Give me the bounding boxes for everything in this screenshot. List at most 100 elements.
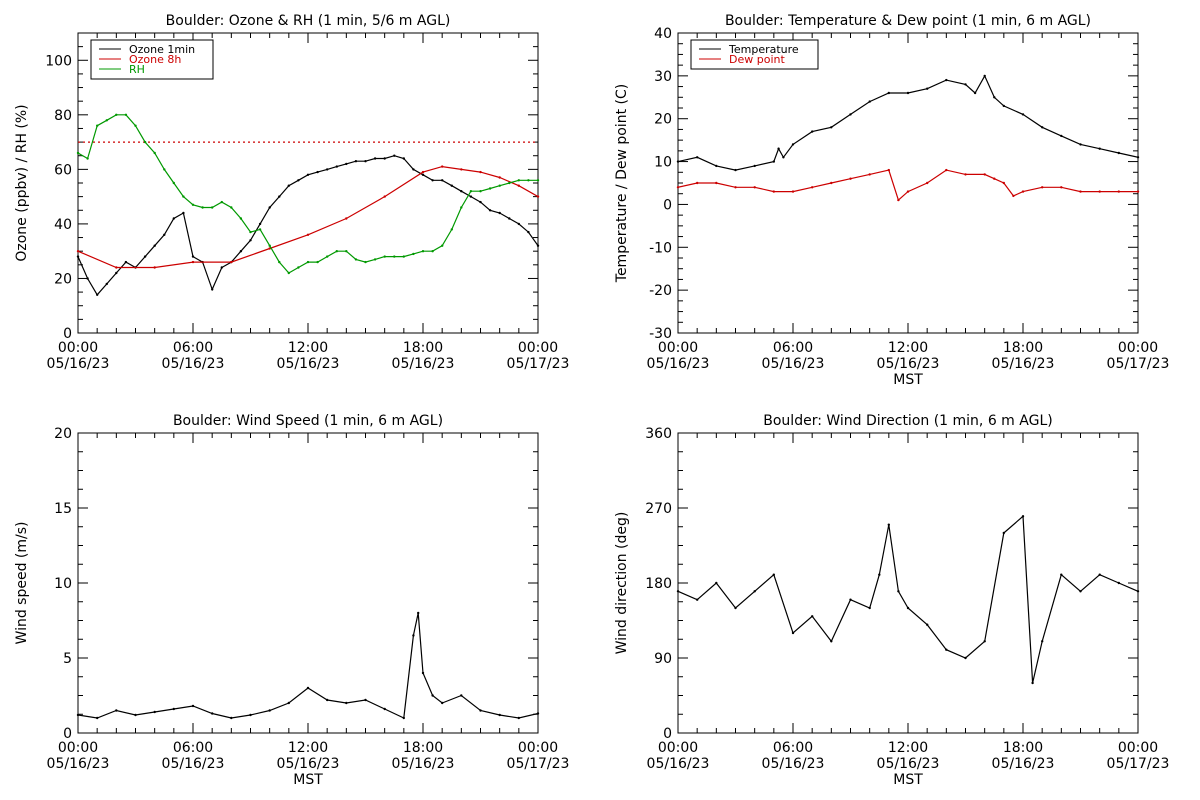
x-tick-label-time: 00:00 — [658, 740, 698, 756]
data-point — [153, 244, 156, 247]
y-tick-label: -20 — [649, 283, 672, 299]
data-point — [450, 184, 453, 187]
data-point — [249, 230, 252, 234]
data-point — [76, 255, 80, 258]
x-tick-label-time: 00:00 — [1118, 340, 1158, 356]
data-point — [696, 598, 699, 601]
series-line-ozone-8h — [78, 165, 538, 269]
x-tick-label-date: 05/17/23 — [507, 356, 570, 372]
data-point — [983, 173, 986, 176]
data-point — [517, 184, 520, 187]
y-axis-label: Temperature / Dew point (C) — [614, 84, 630, 283]
legend-label: Temperature — [728, 43, 799, 56]
data-point — [191, 704, 195, 708]
data-point — [830, 640, 833, 643]
data-point — [441, 165, 444, 168]
data-point — [772, 190, 775, 193]
series-line-dew-point — [678, 169, 1138, 202]
data-point — [791, 190, 795, 193]
data-point — [230, 716, 233, 720]
data-point — [772, 573, 775, 576]
data-point — [86, 277, 89, 280]
data-point — [460, 694, 463, 697]
data-point — [993, 177, 996, 180]
data-point — [201, 206, 204, 209]
plot-frame — [677, 32, 1139, 334]
x-tick-label-date: 05/16/23 — [877, 356, 940, 372]
data-point — [115, 709, 118, 712]
data-point — [383, 255, 386, 258]
data-point — [211, 206, 214, 209]
data-point — [220, 266, 223, 269]
data-point — [96, 716, 99, 720]
y-tick-label: 10 — [54, 576, 72, 592]
x-tick-label-date: 05/16/23 — [47, 756, 110, 772]
data-point — [345, 217, 348, 220]
data-point — [527, 230, 530, 234]
data-point — [753, 590, 756, 593]
y-tick-label: 0 — [663, 197, 672, 213]
data-point — [153, 266, 156, 269]
data-point — [830, 126, 833, 129]
x-tick-label-date: 05/16/23 — [647, 756, 710, 772]
legend-box — [690, 39, 819, 70]
x-tick-label-time: 18:00 — [403, 340, 443, 356]
data-point — [1002, 104, 1005, 108]
data-point — [364, 260, 367, 264]
data-point — [115, 113, 118, 117]
data-point — [431, 694, 434, 697]
x-axis-label: MST — [293, 772, 323, 788]
data-point — [115, 271, 118, 275]
data-point — [239, 250, 243, 253]
data-point — [993, 96, 996, 99]
data-point — [811, 186, 814, 189]
x-tick-label-time: 12:00 — [288, 740, 328, 756]
data-point — [412, 168, 415, 171]
x-tick-label-date: 05/16/23 — [392, 356, 455, 372]
data-point — [86, 157, 89, 160]
data-point — [488, 209, 492, 212]
series-line-temperature — [678, 74, 1138, 171]
x-tick-label-time: 18:00 — [1003, 340, 1043, 356]
data-point — [906, 190, 910, 193]
data-point — [945, 168, 948, 172]
data-point — [364, 160, 367, 163]
data-point — [287, 271, 290, 275]
x-tick-label-date: 05/16/23 — [162, 756, 225, 772]
x-tick-label-date: 05/16/23 — [762, 356, 825, 372]
x-tick-label-date: 05/17/23 — [1107, 356, 1170, 372]
data-point — [297, 179, 300, 182]
data-point — [945, 648, 948, 651]
data-point — [172, 181, 175, 185]
legend-label: Ozone 8h — [129, 53, 181, 66]
data-point — [383, 707, 386, 711]
data-point — [306, 173, 310, 176]
data-point — [772, 160, 775, 163]
chart-title: Boulder: Wind Speed (1 min, 6 m AGL) — [173, 413, 443, 429]
data-point — [811, 615, 814, 618]
data-point — [715, 181, 718, 185]
x-tick-label-date: 05/16/23 — [762, 756, 825, 772]
data-point — [335, 250, 338, 253]
data-point — [849, 113, 852, 116]
x-tick-label-time: 06:00 — [173, 740, 213, 756]
data-point — [498, 184, 501, 187]
data-point — [258, 222, 262, 226]
data-point — [983, 74, 986, 78]
data-point — [517, 179, 520, 182]
data-point — [734, 606, 737, 610]
panel-wind_dir: Boulder: Wind Direction (1 min, 6 m AGL)… — [614, 413, 1169, 788]
data-point — [1079, 143, 1082, 146]
chart-title: Boulder: Ozone & RH (1 min, 5/6 m AGL) — [166, 13, 451, 29]
data-point — [143, 140, 147, 144]
x-tick-label-date: 05/16/23 — [647, 356, 710, 372]
data-point — [811, 130, 814, 133]
y-tick-label: 270 — [645, 501, 672, 517]
x-tick-label-time: 00:00 — [658, 340, 698, 356]
data-point — [249, 713, 252, 717]
data-point — [926, 87, 929, 90]
data-point — [287, 184, 290, 187]
data-point — [479, 170, 482, 174]
data-point — [887, 168, 890, 172]
